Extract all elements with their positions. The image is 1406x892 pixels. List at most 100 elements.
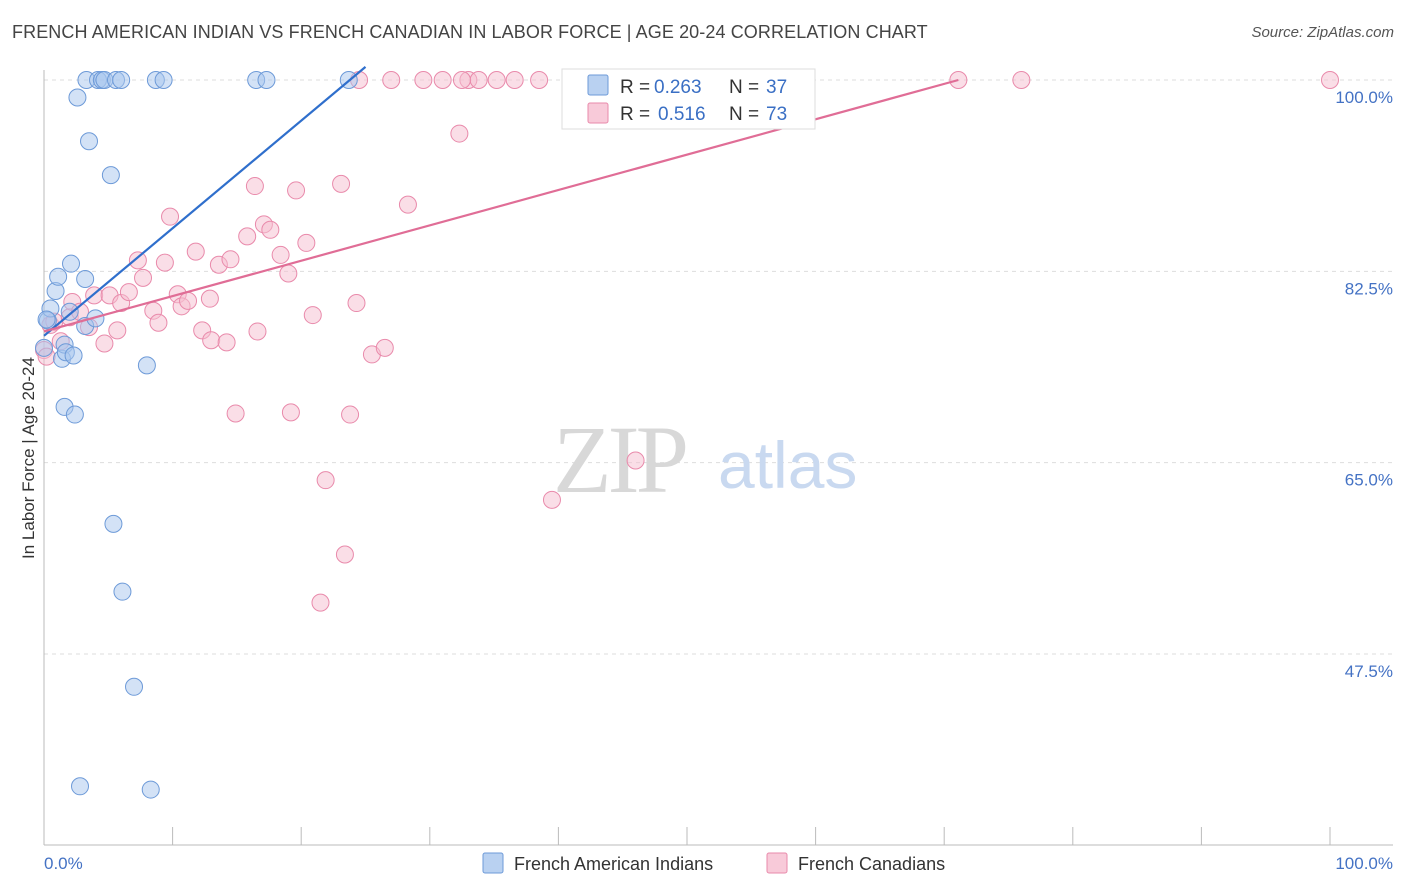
french-american-indian-point-23 (101, 166, 120, 185)
legend-n-label-pink: N = (729, 104, 759, 125)
french-canadian-point-70 (452, 71, 471, 89)
chart-title: FRENCH AMERICAN INDIAN VS FRENCH CANADIA… (12, 22, 928, 42)
french-american-indian-point-12 (65, 405, 84, 424)
french-american-indian-point-13 (68, 88, 87, 107)
french-canadian-point-47 (341, 405, 360, 424)
french-canadian-point-58 (487, 71, 506, 89)
french-american-indian-point-28 (137, 356, 156, 375)
trend-line-blue (43, 66, 367, 337)
watermark-zip: ZIP (553, 406, 686, 513)
french-canadian-point-15 (128, 251, 147, 270)
french-canadian-point-50 (375, 338, 394, 357)
french-canadian-point-43 (311, 593, 330, 612)
legend-n-value-pink: 73 (766, 104, 787, 125)
trend-line-pink (43, 78, 959, 333)
y-tick-label-2: 65.0% (1345, 471, 1393, 490)
y-tick-label-3: 47.5% (1345, 662, 1393, 681)
french-canadian-point-54 (433, 71, 452, 89)
french-canadian-point-59 (505, 71, 524, 89)
french-canadian-point-67 (1012, 71, 1031, 89)
french-canadian-point-16 (134, 268, 153, 287)
french-canadian-point-34 (248, 322, 267, 341)
french-american-indian-point-4 (49, 267, 68, 286)
french-american-indian-point-14 (71, 777, 90, 796)
french-canadian-point-37 (271, 245, 290, 264)
source-label: Source: ZipAtlas.com (1251, 24, 1394, 41)
legend-n-label-blue: N = (729, 77, 759, 98)
french-canadian-point-63 (626, 451, 645, 470)
french-canadian-point-12 (108, 321, 127, 340)
french-canadian-point-20 (161, 207, 180, 226)
french-canadian-point-32 (238, 227, 257, 246)
french-canadian-point-36 (261, 220, 280, 239)
french-canadian-point-60 (542, 490, 561, 509)
french-american-indian-point-10 (62, 254, 81, 273)
stats-legend: R = 0.263 N = 37 R = 0.516 N = 73 (561, 68, 816, 130)
french-canadian-point-33 (245, 177, 264, 196)
y-axis-tick-labels: 100.0% 82.5% 65.0% 47.5% (1335, 88, 1393, 681)
legend-r-value-pink: 0.516 (658, 104, 706, 125)
french-canadian-point-39 (279, 264, 298, 283)
french-canadians-points (35, 71, 1339, 612)
french-canadian-point-46 (335, 545, 354, 564)
french-american-indian-point-11 (64, 346, 83, 365)
french-canadian-point-31 (226, 404, 245, 423)
series-legend: French American Indians French Canadians (482, 852, 945, 874)
french-american-indian-point-16 (76, 269, 95, 288)
french-canadian-point-30 (221, 250, 240, 269)
french-american-indian-point-26 (113, 582, 132, 601)
legend-r-label-blue: R = (620, 77, 650, 98)
french-canadian-point-57 (469, 71, 488, 89)
french-canadian-point-29 (217, 333, 236, 352)
french-canadian-point-40 (287, 181, 306, 200)
watermark-atlas: atlas (718, 428, 857, 502)
series-legend-label-blue: French American Indians (514, 854, 713, 874)
y-axis-label: In Labor Force | Age 20-24 (19, 357, 38, 559)
french-american-indian-point-17 (80, 132, 99, 151)
french-american-indian-point-24 (104, 514, 123, 533)
french-canadian-point-55 (450, 124, 469, 143)
y-tick-label-1: 82.5% (1345, 279, 1393, 298)
x-axis-ticks (43, 827, 1331, 845)
axes (43, 70, 1393, 846)
french-canadian-point-14 (119, 283, 138, 302)
y-tick-label-0: 100.0% (1335, 88, 1393, 107)
french-canadian-point-71 (530, 71, 549, 89)
french-american-indian-point-27 (125, 677, 144, 696)
legend-r-value-blue: 0.263 (654, 77, 702, 98)
french-canadian-point-18 (149, 313, 168, 332)
french-american-indian-point-0 (35, 338, 53, 357)
legend-swatch-pink (587, 102, 609, 124)
legend-swatch-blue (587, 74, 609, 96)
french-canadian-point-68 (1321, 71, 1339, 89)
french-american-indian-point-36 (37, 310, 56, 329)
series-legend-swatch-pink (766, 852, 788, 874)
french-canadian-point-45 (332, 174, 351, 193)
french-canadian-point-26 (200, 289, 219, 308)
x-tick-label-min: 0.0% (44, 854, 83, 873)
french-canadian-point-42 (303, 306, 322, 325)
series-legend-swatch-blue (482, 852, 504, 874)
watermark: ZIP atlas (553, 406, 857, 513)
legend-n-value-blue: 37 (766, 77, 787, 98)
french-canadian-point-38 (281, 403, 300, 422)
legend-r-label-pink: R = (620, 104, 650, 125)
french-canadian-point-53 (414, 71, 433, 89)
french-american-indian-point-31 (154, 71, 173, 89)
x-tick-label-max: 100.0% (1335, 854, 1393, 873)
french-american-indian-point-35 (112, 71, 131, 89)
french-canadian-point-10 (95, 334, 114, 353)
french-american-indian-point-33 (257, 71, 276, 89)
french-american-indian-point-29 (141, 780, 160, 799)
french-canadian-point-24 (186, 242, 205, 261)
french-canadian-point-52 (398, 195, 417, 214)
french-canadian-point-27 (202, 331, 221, 350)
french-canadian-point-41 (297, 233, 316, 252)
french-american-indians-points (35, 71, 358, 799)
french-canadian-point-23 (179, 291, 198, 310)
french-canadian-point-44 (316, 471, 335, 490)
french-american-indian-point-9 (60, 302, 79, 321)
french-canadian-point-48 (347, 294, 366, 313)
series-legend-label-pink: French Canadians (798, 854, 945, 874)
